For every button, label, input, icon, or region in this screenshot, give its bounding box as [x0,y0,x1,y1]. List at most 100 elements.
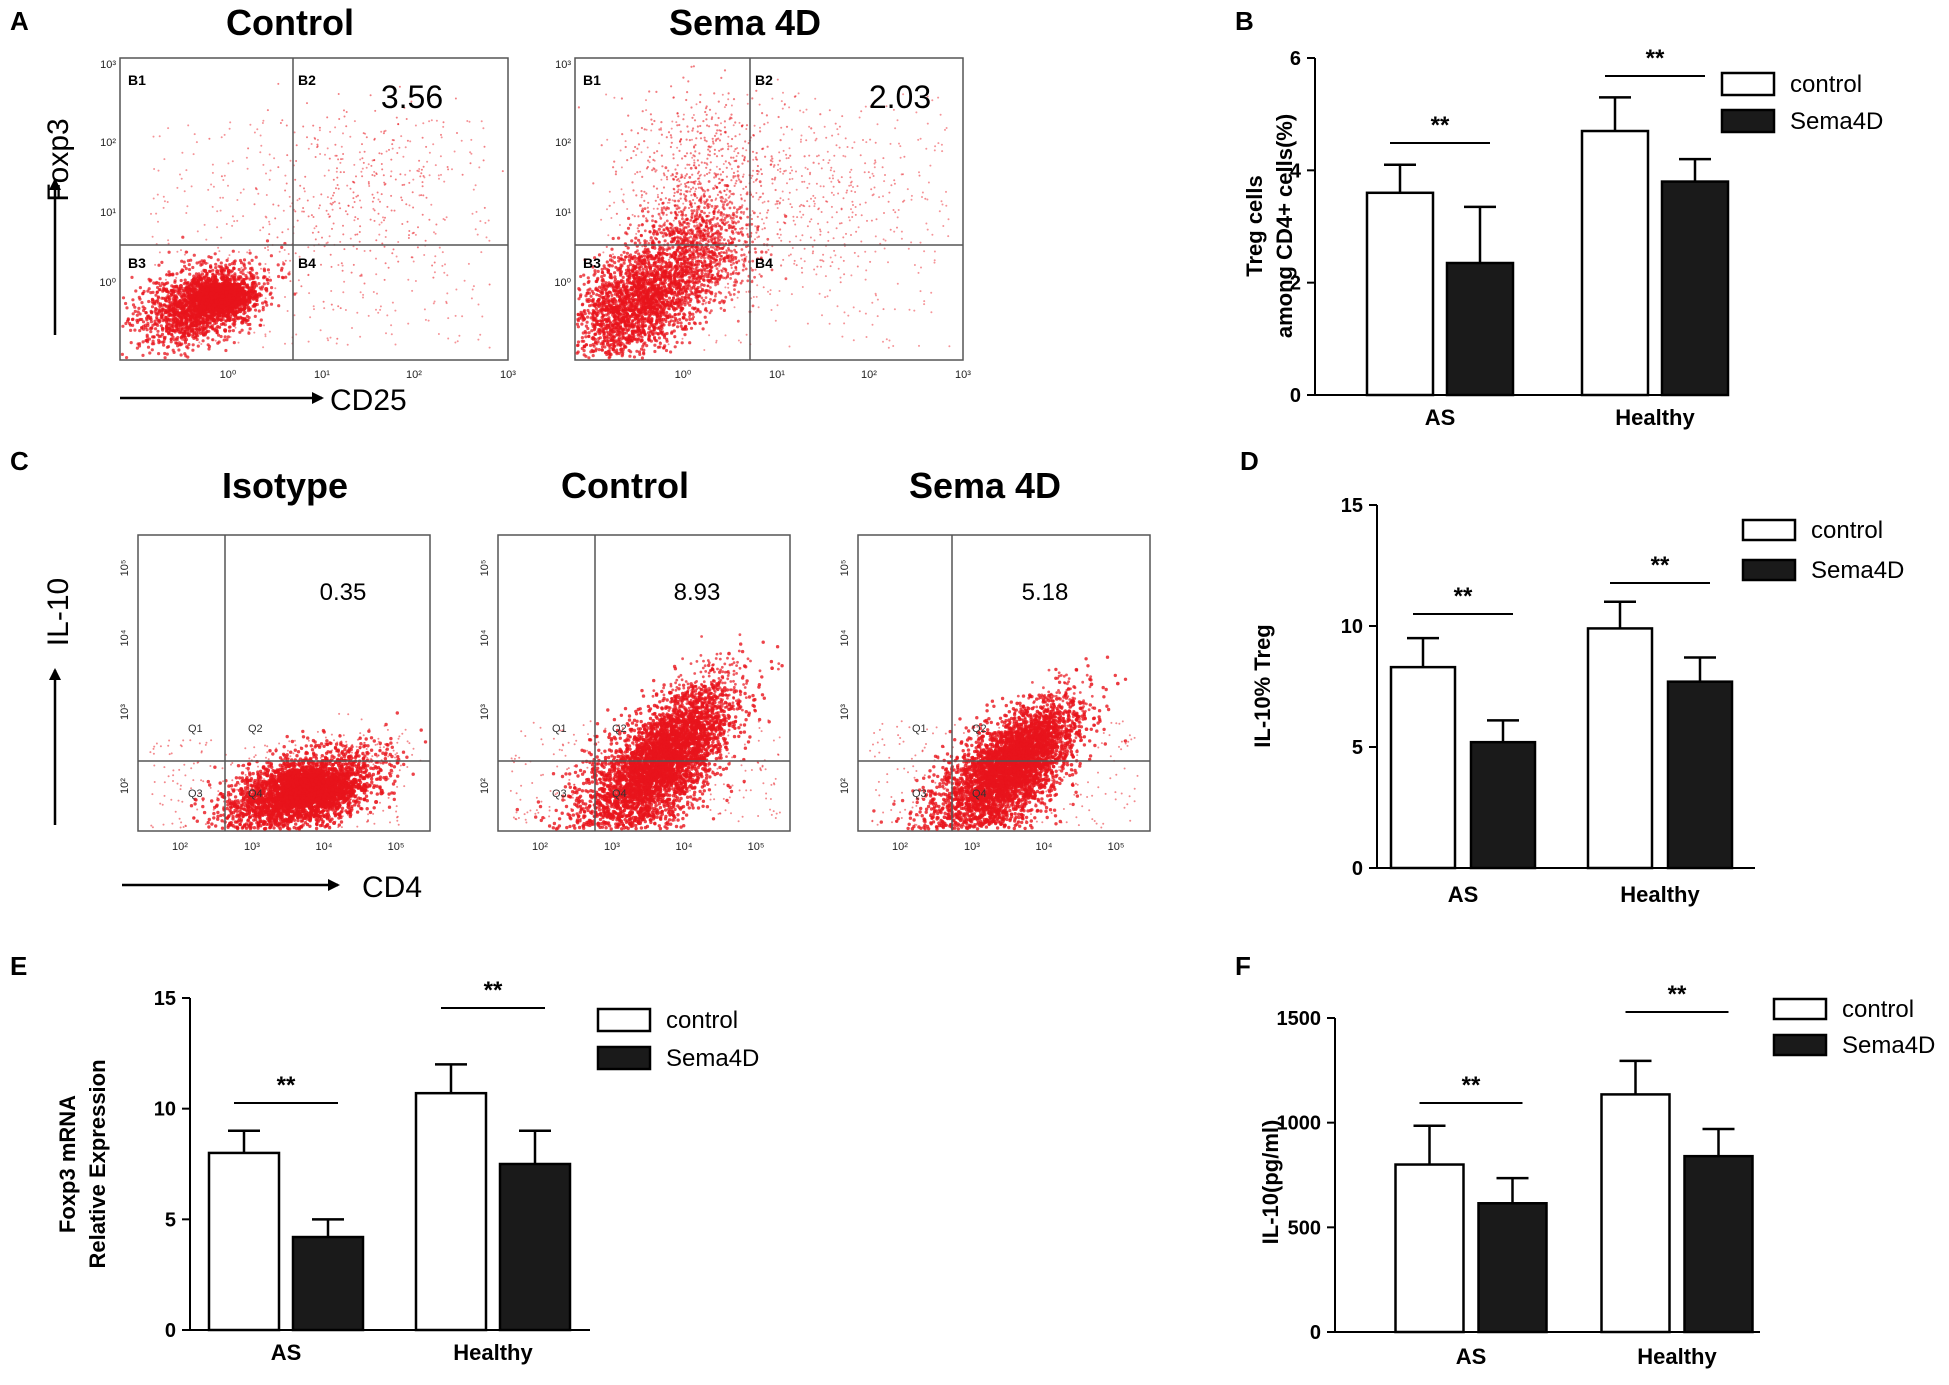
event-dot [265,304,268,307]
event-dot [472,289,474,291]
event-dot [489,347,491,349]
event-dot [229,254,231,256]
event-dot [186,295,190,299]
event-dot [377,192,379,194]
event-dot [226,286,230,290]
event-dot [377,312,379,314]
event-dot [356,312,358,314]
event-dot [176,336,179,339]
event-dot [447,166,449,168]
event-dot [236,220,238,222]
event-dot [133,329,136,332]
event-dot [154,323,157,326]
event-dot [331,266,333,268]
event-dot [390,159,392,161]
event-dot [699,322,702,325]
event-dot [153,168,155,170]
event-dot [168,318,171,321]
event-dot [247,147,249,149]
event-dot [306,102,308,104]
event-dot [327,196,329,198]
event-dot [157,339,160,342]
event-dot [593,310,596,313]
event-dot [268,276,270,278]
event-dot [384,279,386,281]
event-dot [393,248,395,250]
event-dot [165,279,167,281]
event-dot [184,279,187,282]
event-dot [287,228,289,230]
event-dot [144,311,147,314]
event-dot [200,343,202,345]
event-dot [412,232,414,234]
event-dot [381,193,383,195]
event-dot [333,179,335,181]
event-dot [227,316,231,320]
event-dot [218,288,222,292]
event-dot [277,83,279,85]
quadrant-percentage: 3.56 [381,79,443,115]
event-dot [308,148,310,150]
event-dot [264,287,268,291]
event-dot [268,233,270,235]
event-dot [212,172,214,174]
event-dot [311,143,313,145]
event-dot [323,301,325,303]
event-dot [260,135,262,137]
event-dot [422,194,424,196]
event-dot [408,182,410,184]
event-dot [249,327,252,330]
event-dot [172,285,175,288]
event-dot [702,299,705,302]
event-dot [181,339,183,341]
event-dot [407,323,409,325]
event-dot [378,152,380,154]
event-dot [374,220,376,222]
event-dot [345,309,347,311]
event-dot [177,304,181,308]
event-dot [185,169,187,171]
event-dot [597,304,600,307]
event-dot [198,328,201,331]
event-dot [158,305,160,307]
event-dot [388,149,390,151]
event-dot [227,269,231,273]
event-dot [201,312,205,316]
event-dot [391,210,393,212]
event-dot [340,307,342,309]
event-dot [221,136,223,138]
event-dot [682,312,685,315]
event-dot [336,171,338,173]
event-dot [653,344,656,347]
event-dot [428,320,430,322]
event-dot [191,326,193,328]
event-dot [165,325,168,328]
event-dot [157,264,160,267]
event-dot [434,301,436,303]
quadrant-label: B1 [128,72,146,88]
event-dot [694,322,697,325]
event-dot [383,130,385,132]
event-dot [338,93,340,95]
event-dot [269,331,271,333]
event-dot [224,175,226,177]
event-dot [202,333,205,336]
event-dot [176,322,179,325]
event-dot [244,267,247,270]
event-dot [184,287,186,289]
event-dot [301,211,303,213]
event-dot [173,314,176,317]
event-dot [400,135,402,137]
event-dot [478,166,480,168]
event-dot [436,120,438,122]
event-dot [249,323,251,325]
event-dot [601,268,604,271]
event-dot [249,252,252,255]
event-dot [645,219,648,222]
event-dot [204,321,207,324]
event-dot [353,164,355,166]
event-dot [180,279,183,282]
figure: A B C D E F Control Sema 4D B1 B2 B3 B4 … [0,0,1949,1385]
event-dot [307,246,309,248]
event-dot [678,318,681,321]
